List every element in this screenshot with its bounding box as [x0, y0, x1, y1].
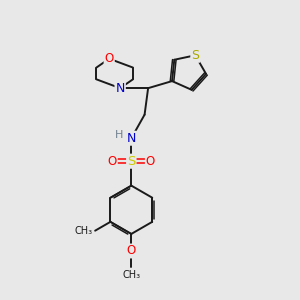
- Text: S: S: [127, 155, 136, 168]
- Text: O: O: [146, 155, 155, 168]
- Text: H: H: [115, 130, 123, 140]
- Text: CH₃: CH₃: [122, 269, 140, 280]
- Text: O: O: [105, 52, 114, 65]
- Text: N: N: [127, 132, 136, 145]
- Text: N: N: [116, 82, 125, 95]
- Text: CH₃: CH₃: [75, 226, 93, 236]
- Text: O: O: [127, 244, 136, 257]
- Text: O: O: [108, 155, 117, 168]
- Text: S: S: [191, 49, 199, 62]
